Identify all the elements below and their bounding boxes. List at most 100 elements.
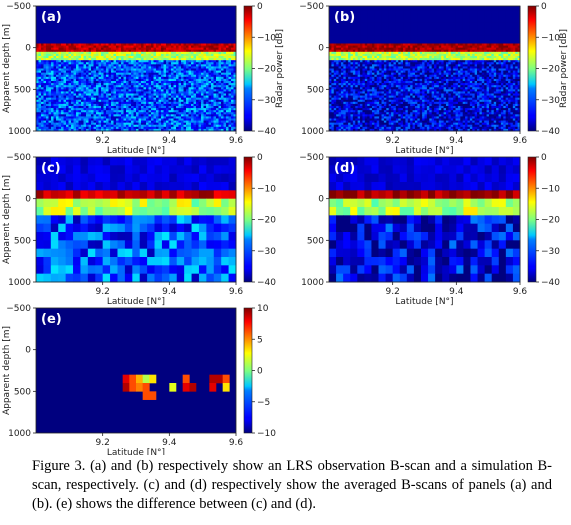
- heatmap-cell: [163, 62, 167, 65]
- heatmap-cell: [133, 31, 137, 34]
- heatmap-cell: [208, 31, 212, 34]
- heatmap-cell: [101, 60, 104, 63]
- heatmap-cell: [201, 78, 204, 82]
- heatmap-cell: [98, 28, 102, 32]
- heatmap-cell: [123, 128, 127, 132]
- heatmap-cell: [218, 41, 222, 44]
- heatmap-cell: [111, 95, 114, 99]
- heatmap-cell: [126, 97, 129, 101]
- heatmap-cell: [176, 33, 179, 36]
- heatmap-cell: [203, 68, 207, 71]
- heatmap-cell: [41, 97, 44, 101]
- heatmap-cell: [66, 95, 69, 99]
- heatmap-cell: [178, 49, 182, 53]
- heatmap-cell: [141, 85, 144, 88]
- heatmap-cell: [148, 91, 152, 94]
- heatmap-cell: [148, 114, 152, 117]
- heatmap-cell: [38, 68, 42, 71]
- heatmap-cell: [98, 39, 102, 42]
- heatmap-cell: [231, 41, 234, 44]
- heatmap-cell: [133, 76, 137, 80]
- heatmap-cell: [138, 49, 142, 53]
- heatmap-cell: [41, 108, 44, 111]
- heatmap-cell: [143, 101, 147, 105]
- heatmap-cell: [138, 106, 142, 109]
- heatmap-cell: [161, 60, 164, 63]
- heatmap-cell: [76, 26, 79, 30]
- heatmap-cell: [231, 68, 234, 71]
- heatmap-cell: [211, 118, 214, 121]
- heatmap-cell: [151, 62, 154, 65]
- heatmap-cell: [98, 53, 102, 57]
- heatmap-cell: [233, 51, 237, 55]
- heatmap-cell: [66, 128, 69, 132]
- heatmap-cell: [218, 108, 222, 111]
- heatmap-cell: [106, 66, 109, 69]
- heatmap-cell: [86, 93, 89, 96]
- heatmap-cell: [61, 24, 64, 28]
- heatmap-cell: [153, 81, 157, 84]
- heatmap-cell: [128, 66, 132, 69]
- heatmap-cell: [233, 89, 237, 92]
- heatmap-cell: [168, 108, 172, 111]
- heatmap-cell: [143, 66, 147, 69]
- heatmap-cell: [121, 72, 124, 76]
- heatmap-cell: [133, 116, 137, 119]
- heatmap-cell: [133, 18, 137, 21]
- heatmap-cell: [391, 8, 394, 11]
- heatmap-cell: [191, 26, 194, 30]
- heatmap-cell: [138, 24, 142, 28]
- heatmap-cell: [86, 24, 89, 28]
- heatmap-cell: [128, 78, 132, 82]
- heatmap-cell: [223, 108, 227, 111]
- heatmap-cell: [76, 66, 79, 69]
- heatmap-cell: [41, 20, 44, 24]
- heatmap-cell: [186, 56, 189, 59]
- heatmap-cell: [123, 116, 127, 119]
- heatmap-cell: [41, 70, 44, 74]
- heatmap-cell: [178, 41, 182, 44]
- heatmap-cell: [211, 51, 214, 55]
- heatmap-cell: [231, 91, 234, 94]
- heatmap-cell: [38, 91, 42, 94]
- heatmap-cell: [193, 49, 197, 53]
- heatmap-cell: [38, 120, 42, 124]
- heatmap-cell: [186, 120, 189, 124]
- heatmap-cell: [191, 14, 194, 17]
- heatmap-cell: [118, 6, 122, 9]
- heatmap-cell: [233, 83, 237, 86]
- heatmap-cell: [166, 83, 169, 86]
- heatmap-cell: [201, 31, 204, 34]
- heatmap-cell: [136, 95, 139, 99]
- heatmap-cell: [88, 108, 92, 111]
- y-tick-label: 1000: [8, 127, 31, 137]
- panel-letter: (a): [41, 10, 62, 25]
- heatmap-cell: [91, 49, 94, 53]
- heatmap-cell: [71, 68, 74, 71]
- heatmap-cell: [83, 81, 87, 84]
- heatmap-cell: [106, 39, 109, 42]
- heatmap-cell: [43, 99, 47, 103]
- heatmap-cell: [93, 95, 97, 99]
- heatmap-cell: [113, 118, 117, 121]
- heatmap-cell: [173, 66, 177, 69]
- heatmap-cell: [168, 6, 172, 9]
- heatmap-cell: [88, 45, 92, 49]
- heatmap-cell: [176, 78, 179, 82]
- heatmap-cell: [171, 45, 174, 49]
- heatmap-cell: [113, 64, 117, 67]
- heatmap-cell: [126, 93, 129, 96]
- heatmap-cell: [63, 89, 67, 92]
- heatmap-cell: [163, 72, 167, 76]
- heatmap-cell: [43, 124, 47, 128]
- heatmap-cell: [158, 49, 162, 53]
- heatmap-cell: [198, 70, 202, 74]
- heatmap-cell: [216, 62, 219, 65]
- heatmap-cell: [163, 47, 167, 51]
- heatmap-cell: [103, 76, 107, 80]
- heatmap-cell: [91, 10, 94, 13]
- heatmap-cell: [146, 64, 149, 67]
- heatmap-cell: [329, 6, 332, 9]
- heatmap-cell: [43, 112, 47, 115]
- heatmap-cell: [111, 72, 114, 76]
